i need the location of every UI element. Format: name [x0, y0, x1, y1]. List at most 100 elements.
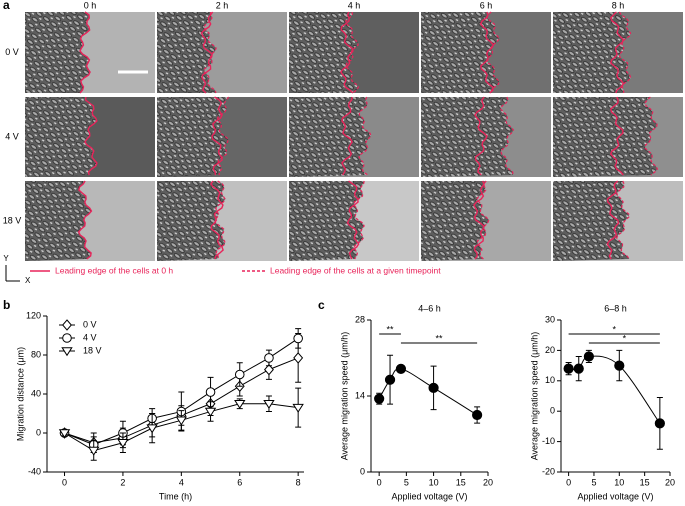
leading-edge-now: [353, 180, 365, 260]
row-label: 0 V: [5, 47, 19, 57]
leading-edge-0h: [479, 11, 495, 94]
y-tick-label: 28: [355, 314, 365, 324]
marker: [234, 369, 245, 380]
legend-label: 0 V: [83, 319, 97, 329]
marker: [204, 407, 217, 417]
chart: 0 14 28 0 5 10 15 20 4–6 h Applied voltage (V) Ave…: [339, 303, 493, 501]
marker: [205, 387, 216, 397]
cell-sheet: [289, 181, 365, 261]
y-tick-label: -10: [542, 436, 555, 446]
chart: -20 -10 0 10 20 30 0 5 10 15 20 6–8 h Applied voltag…: [529, 303, 675, 501]
cell-sheet: [25, 181, 92, 261]
marker: [395, 363, 407, 374]
y-tick-label: 20: [545, 345, 555, 355]
leading-edge-now: [344, 11, 360, 94]
charts: -40 0 40 80 120 0 2 4 6 8 Time (h) Migration distan…: [15, 303, 675, 501]
marker: [264, 353, 274, 363]
legend: Leading edge of the cells at 0 h Leading…: [30, 265, 441, 275]
series-line: [378, 368, 478, 416]
y-tick-label: 0: [36, 427, 41, 437]
marker: [58, 429, 71, 439]
x-tick-label: 10: [614, 477, 624, 487]
leading-edge-now: [616, 180, 630, 260]
marker: [234, 399, 246, 409]
leading-edge-now: [499, 96, 515, 176]
micrograph: [25, 96, 155, 177]
x-tick-label: 5: [591, 477, 596, 487]
cell-sheet: [157, 181, 226, 261]
marker: [573, 363, 584, 374]
marker: [293, 352, 304, 364]
x-tick-label: 20: [483, 477, 493, 487]
y-tick-label: 120: [26, 310, 41, 320]
x-tick-label: 2: [120, 477, 125, 487]
x-tick-label: 5: [404, 477, 409, 487]
micrograph: [289, 180, 419, 261]
y-tick-label: 14: [355, 390, 365, 400]
y-tick-label: 80: [31, 349, 41, 359]
leading-edge-0h: [609, 11, 625, 94]
leading-edge-0h: [346, 180, 360, 260]
column-label: 2 h: [216, 0, 229, 10]
legend-label: 4 V: [83, 332, 97, 342]
marker: [583, 351, 594, 362]
y-tick-label: 40: [31, 388, 41, 398]
x-tick-label: 10: [429, 477, 439, 487]
row-label: 4 V: [5, 131, 19, 141]
leading-edge-now: [358, 96, 372, 176]
marker: [88, 446, 100, 456]
legend-label: 18 V: [83, 345, 102, 355]
marker: [61, 347, 73, 357]
micrograph: [25, 11, 155, 94]
x-tick-label: 0: [566, 477, 571, 487]
x-tick-label: 4: [179, 477, 184, 487]
leading-edge-0h: [77, 180, 93, 260]
y-tick-label: 10: [545, 375, 555, 385]
y-tick-label: 30: [545, 314, 555, 324]
y-axis-title: Average migration speed (μm/h): [529, 332, 539, 461]
significance-label: **: [436, 333, 444, 343]
x-tick-label: 15: [640, 477, 650, 487]
panel-label: c: [318, 298, 325, 312]
micrograph: [157, 180, 287, 261]
chart: -40 0 40 80 120 0 2 4 6 8 Time (h) Migration distan…: [15, 310, 304, 501]
micrograph: [421, 11, 551, 94]
leading-edge-0h: [211, 96, 223, 176]
micrograph: [289, 11, 419, 94]
legend-text: Leading edge of the cells at 0 h: [55, 265, 173, 275]
y-tick-label: 0: [550, 406, 555, 416]
micrograph: [553, 11, 683, 94]
column-label: 6 h: [480, 0, 493, 10]
leading-edge-now: [486, 11, 501, 94]
x-axis-title: Applied voltage (V): [577, 491, 653, 501]
leading-edge-now: [214, 180, 226, 260]
panel-label: a: [3, 0, 10, 12]
column-label: 0 h: [84, 0, 97, 10]
row-label: 18 V: [3, 215, 22, 225]
y-axis-title: Average migration speed (μm/h): [339, 332, 349, 461]
cell-sheet: [553, 97, 658, 177]
y-tick-label: 0: [360, 466, 365, 476]
x-tick-label: 0: [377, 477, 382, 487]
leading-edge-now: [476, 180, 490, 260]
leading-edge-0h: [200, 11, 214, 94]
leading-edge-0h: [474, 96, 488, 176]
significance-label: *: [612, 324, 616, 334]
cell-sheet: [25, 12, 91, 93]
legend-text: Leading edge of the cells at a given tim…: [270, 265, 441, 275]
marker: [146, 424, 158, 434]
leading-edge-now: [618, 11, 632, 94]
leading-edge-0h: [606, 180, 620, 260]
marker: [263, 399, 275, 409]
chart-title: 6–8 h: [604, 303, 627, 313]
x-tick-label: 0: [62, 477, 67, 487]
marker: [654, 418, 665, 429]
axis-name: X: [25, 276, 31, 285]
marker: [428, 382, 439, 393]
micrograph: [421, 96, 551, 177]
significance-label: *: [623, 333, 627, 343]
leading-edge-now: [643, 96, 659, 176]
chart-title: 4–6 h: [418, 303, 441, 313]
cell-sheet: [157, 97, 229, 177]
